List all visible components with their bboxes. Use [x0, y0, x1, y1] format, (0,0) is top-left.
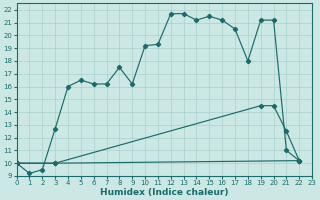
X-axis label: Humidex (Indice chaleur): Humidex (Indice chaleur) [100, 188, 228, 197]
